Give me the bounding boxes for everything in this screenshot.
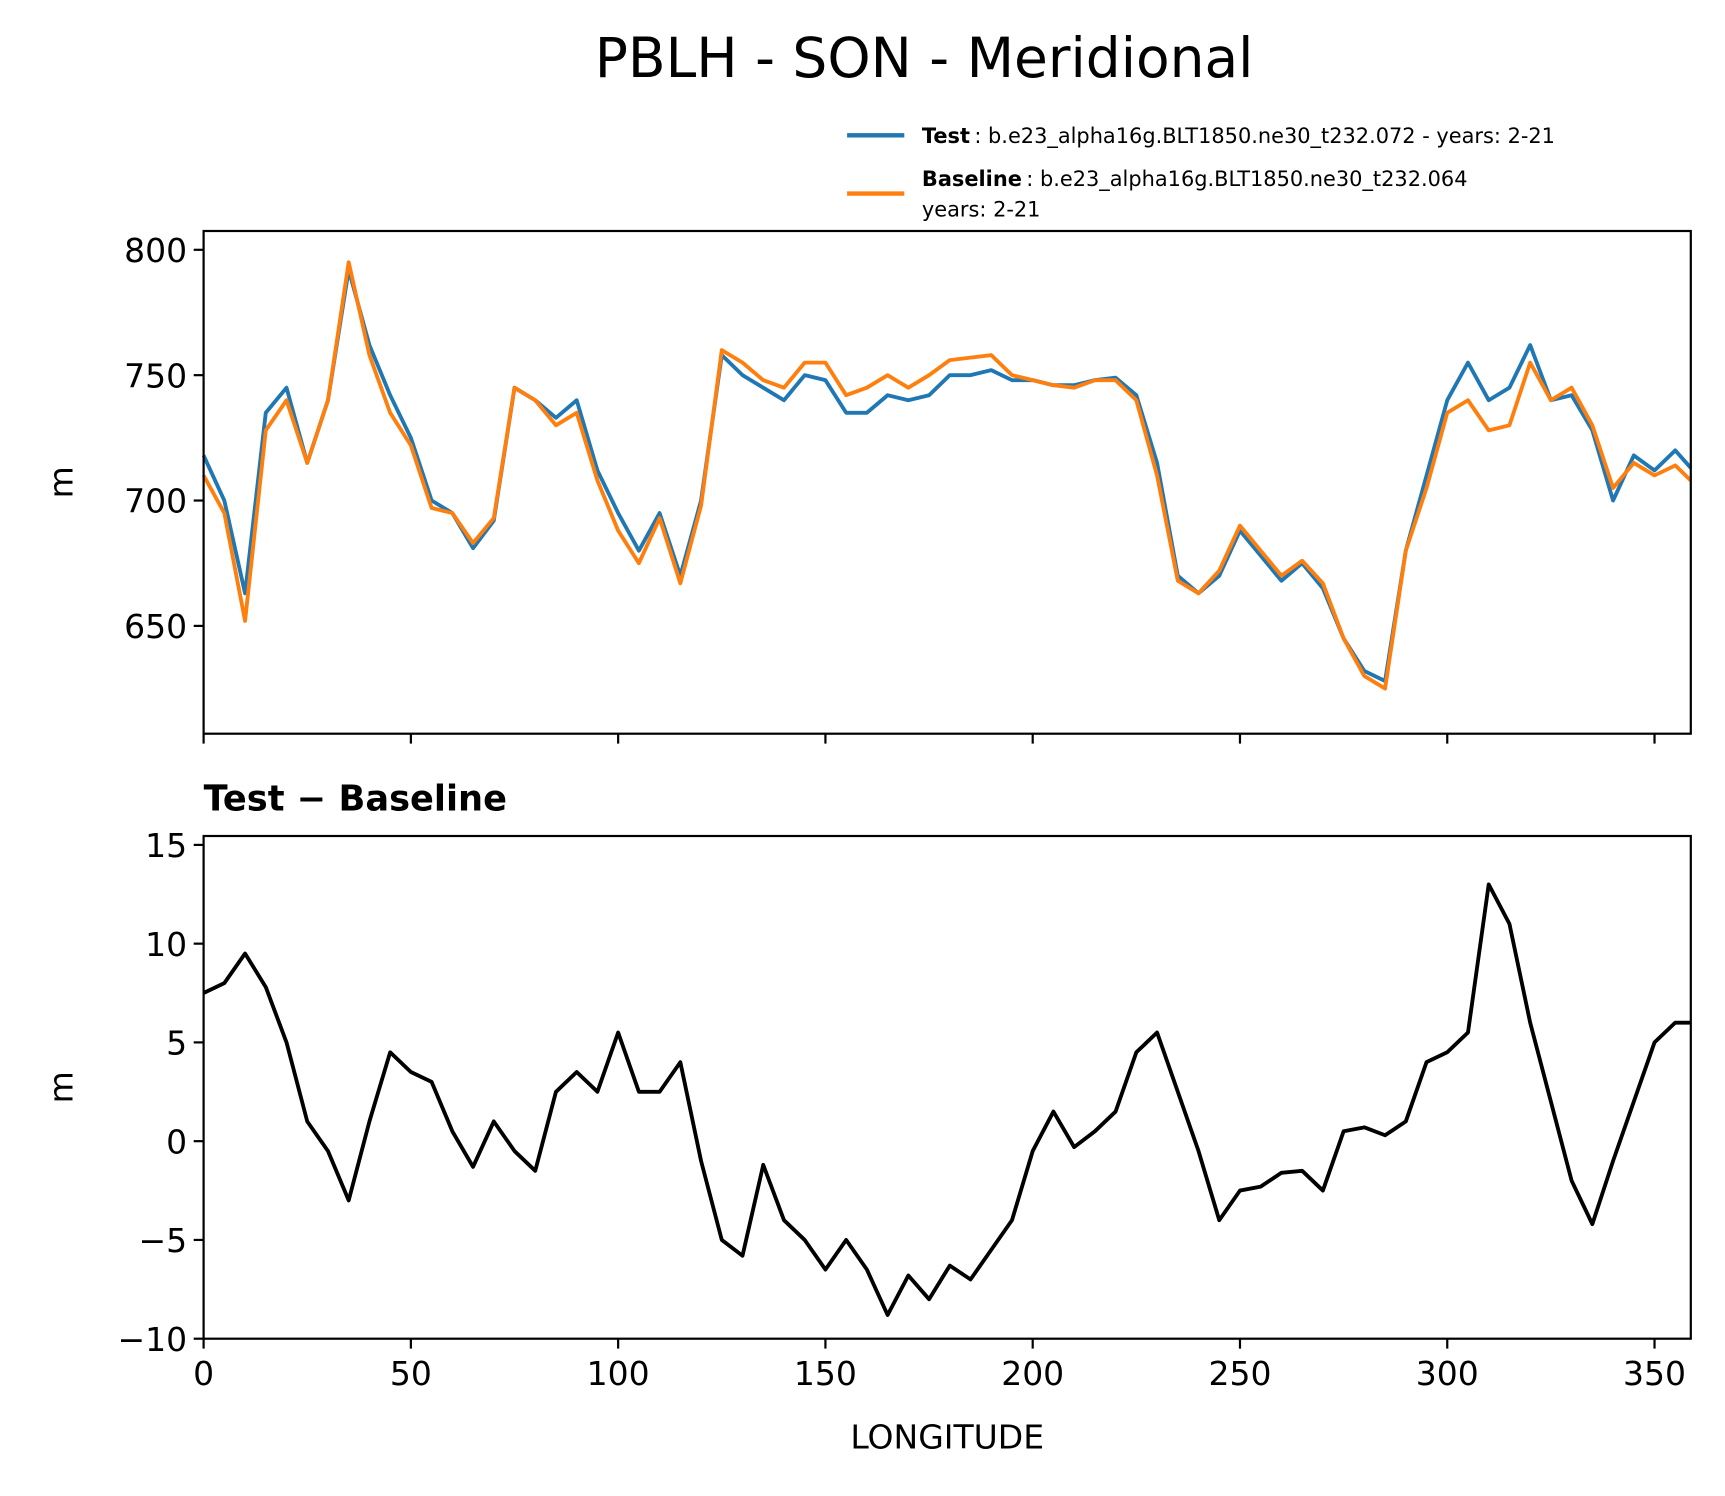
y-tick-label: 5	[166, 1024, 187, 1063]
y-tick-label: 0	[166, 1122, 187, 1161]
x-tick-label: 250	[1208, 1354, 1271, 1393]
legend-series-name: Baseline	[922, 167, 1022, 191]
axes-frame	[202, 229, 1692, 735]
y-tick-label: 700	[124, 482, 187, 521]
legend-label: Test: b.e23_alpha16g.BLT1850.ne30_t232.0…	[922, 124, 1555, 149]
figure-title: PBLH - SON - Meridional	[595, 26, 1254, 90]
y-tick-label: 750	[124, 356, 187, 395]
x-axis-label: LONGITUDE	[850, 1418, 1044, 1457]
y-tick-label: 15	[145, 826, 187, 865]
legend-description: : b.e23_alpha16g.BLT1850.ne30_t232.064	[1026, 167, 1467, 192]
y-axis-label: m	[42, 1071, 81, 1103]
legend-description: : b.e23_alpha16g.BLT1850.ne30_t232.072 -…	[974, 124, 1555, 149]
x-tick-label: 100	[587, 1354, 650, 1393]
x-tick-label: 50	[390, 1354, 432, 1393]
legend-description: years: 2-21	[922, 198, 1041, 222]
axes-title: Test − Baseline	[204, 779, 507, 820]
axes-frame	[202, 834, 1692, 1340]
x-tick-label: 200	[1001, 1354, 1064, 1393]
y-axis-label: m	[42, 466, 81, 498]
y-tick-label: −10	[117, 1320, 187, 1359]
y-tick-label: 10	[145, 925, 187, 964]
legend-label: Baseline: b.e23_alpha16g.BLT1850.ne30_t2…	[922, 167, 1468, 192]
legend-series-name: Test	[922, 124, 970, 148]
x-tick-label: 350	[1623, 1354, 1686, 1393]
x-tick-label: 150	[794, 1354, 857, 1393]
y-tick-label: 800	[124, 231, 187, 270]
y-tick-label: −5	[138, 1221, 187, 1260]
x-tick-label: 300	[1416, 1354, 1479, 1393]
x-tick-label: 0	[193, 1354, 214, 1393]
data-line	[202, 882, 1691, 1317]
y-tick-label: 650	[124, 607, 187, 646]
data-line	[201, 260, 1693, 691]
